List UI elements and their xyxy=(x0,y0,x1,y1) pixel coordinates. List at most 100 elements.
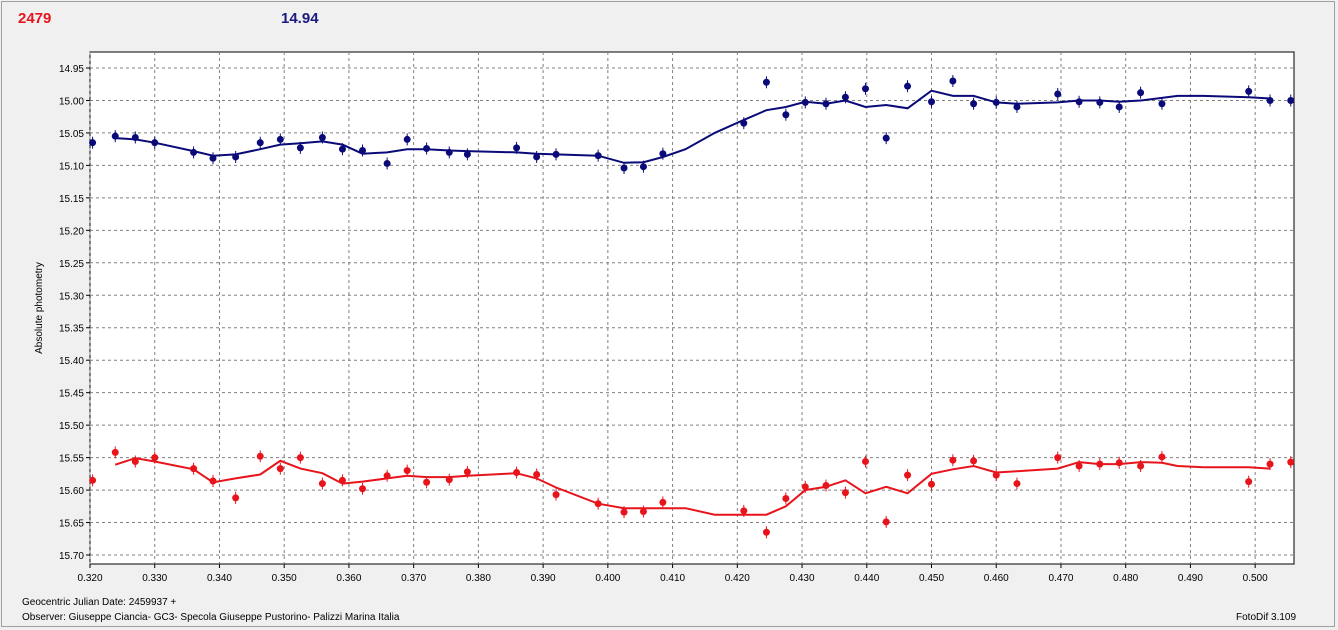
data-point xyxy=(318,133,326,141)
data-point xyxy=(423,145,431,153)
data-point xyxy=(1137,462,1145,470)
data-point xyxy=(1137,89,1145,97)
x-tick-label: 0.460 xyxy=(984,573,1009,584)
data-point xyxy=(659,498,667,506)
data-point xyxy=(659,150,667,158)
y-tick-label: 15.35 xyxy=(59,324,84,335)
y-tick-label: 15.65 xyxy=(59,519,84,530)
data-point xyxy=(151,454,159,462)
data-point xyxy=(1075,98,1083,106)
data-point xyxy=(1158,100,1166,108)
y-axis-label: Absolute photometry xyxy=(34,262,45,354)
y-tick-label: 15.00 xyxy=(59,96,84,107)
data-point xyxy=(1245,87,1253,95)
x-tick-label: 0.390 xyxy=(531,573,556,584)
x-tick-label: 0.400 xyxy=(595,573,620,584)
x-tick-label: 0.410 xyxy=(660,573,685,584)
data-point xyxy=(949,77,957,85)
data-point xyxy=(232,153,240,161)
data-point xyxy=(445,148,453,156)
plot-area xyxy=(89,51,1295,565)
data-point xyxy=(1075,462,1083,470)
data-point xyxy=(232,494,240,502)
data-point xyxy=(1287,96,1295,104)
x-tick-label: 0.450 xyxy=(919,573,944,584)
julian-date-label: Geocentric Julian Date: 2459937 + xyxy=(22,597,177,608)
data-point xyxy=(256,452,264,460)
data-point xyxy=(928,98,936,106)
data-point xyxy=(403,135,411,143)
data-point xyxy=(131,457,139,465)
y-tick-label: 15.50 xyxy=(59,421,84,432)
data-point xyxy=(256,139,264,147)
data-point xyxy=(882,518,890,526)
x-axis: 0.320 0.330 0.340 0.350 0.360 0.370 0.380 0.390… xyxy=(77,564,1268,584)
y-tick-label: 15.15 xyxy=(59,194,84,205)
data-point xyxy=(552,150,560,158)
data-point xyxy=(992,471,1000,479)
y-tick-label: 15.05 xyxy=(59,129,84,140)
data-point xyxy=(762,78,770,86)
data-point xyxy=(1266,460,1274,468)
data-point xyxy=(276,135,284,143)
data-point xyxy=(782,111,790,119)
x-tick-label: 0.420 xyxy=(725,573,750,584)
data-point xyxy=(904,471,912,479)
data-point xyxy=(740,507,748,515)
y-tick-label: 14.95 xyxy=(59,64,84,75)
data-point xyxy=(861,85,869,93)
data-point xyxy=(928,480,936,488)
data-point xyxy=(1096,460,1104,468)
data-point xyxy=(594,500,602,508)
y-tick-label: 15.45 xyxy=(59,389,84,400)
data-point xyxy=(513,469,521,477)
data-point xyxy=(445,476,453,484)
x-tick-label: 0.430 xyxy=(790,573,815,584)
y-tick-label: 15.10 xyxy=(59,161,84,172)
data-point xyxy=(463,468,471,476)
data-point xyxy=(822,482,830,490)
y-axis: 14.95 15.00 15.05 15.10 15.15 15.20 15.25 15.30… xyxy=(59,64,90,562)
data-point xyxy=(552,491,560,499)
x-tick-label: 0.340 xyxy=(207,573,232,584)
data-point xyxy=(822,100,830,108)
data-point xyxy=(111,448,119,456)
data-point xyxy=(513,144,521,152)
data-point xyxy=(296,454,304,462)
data-point xyxy=(318,480,326,488)
data-point xyxy=(423,478,431,486)
y-tick-label: 15.25 xyxy=(59,259,84,270)
data-point xyxy=(89,476,97,484)
data-point xyxy=(463,150,471,158)
data-point xyxy=(151,139,159,147)
observer-label: Observer: Giuseppe Ciancia- GC3- Specola… xyxy=(22,612,400,623)
series-line xyxy=(114,457,1271,516)
data-point xyxy=(1013,103,1021,111)
data-point xyxy=(296,144,304,152)
x-tick-label: 0.360 xyxy=(336,573,361,584)
data-point xyxy=(209,154,217,162)
data-point xyxy=(949,456,957,464)
data-point xyxy=(338,145,346,153)
data-point xyxy=(359,485,367,493)
data-point xyxy=(841,489,849,497)
x-tick-label: 0.470 xyxy=(1048,573,1073,584)
y-tick-label: 15.70 xyxy=(59,551,84,562)
x-tick-label: 0.330 xyxy=(142,573,167,584)
y-tick-label: 15.55 xyxy=(59,454,84,465)
series-line xyxy=(115,89,1271,164)
data-point xyxy=(1245,478,1253,486)
data-point xyxy=(620,508,628,516)
data-point xyxy=(209,477,217,485)
data-point xyxy=(801,98,809,106)
y-tick-label: 15.30 xyxy=(59,291,84,302)
y-tick-label: 15.60 xyxy=(59,486,84,497)
data-point xyxy=(970,100,978,108)
data-point xyxy=(841,93,849,101)
x-tick-label: 0.490 xyxy=(1178,573,1203,584)
data-point xyxy=(533,153,541,161)
x-tick-label: 0.440 xyxy=(854,573,879,584)
x-tick-label: 0.380 xyxy=(466,573,491,584)
data-point xyxy=(1096,98,1104,106)
